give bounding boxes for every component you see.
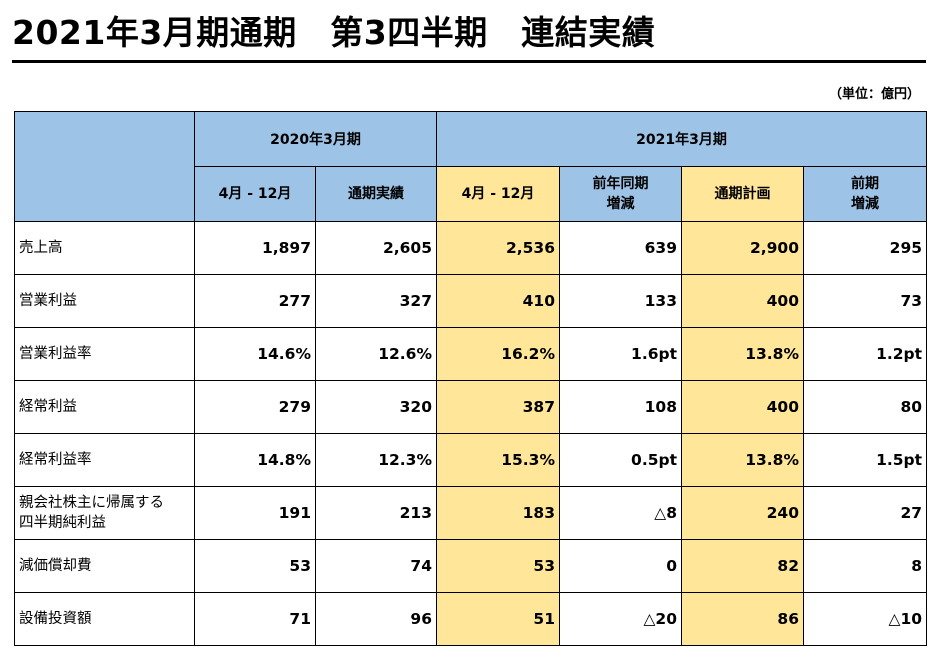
group-header-2021: 2021年3月期: [435, 111, 928, 167]
title-underline: [12, 60, 926, 63]
value-cell: 327: [315, 274, 437, 328]
value-cell: 13.8%: [681, 433, 804, 487]
unit-note: （単位：億円）: [828, 87, 920, 102]
col-header: 通期実績: [315, 166, 437, 222]
value-cell: 53: [194, 539, 316, 593]
value-cell: 183: [436, 486, 560, 540]
value-cell: 1.2pt: [802, 327, 928, 381]
results-table: 2020年3月期 2021年3月期 4月 - 12月 通期実績 4月 - 12月…: [14, 111, 928, 646]
value-cell: 1,897: [194, 221, 316, 275]
value-cell: 74: [315, 539, 437, 593]
value-cell: 14.6%: [194, 327, 316, 381]
row-label: 営業利益率: [14, 327, 195, 381]
value-cell: 0: [559, 539, 682, 593]
value-cell: 14.8%: [194, 433, 316, 487]
row-label: 経常利益: [14, 380, 195, 434]
page-title: 2021年3月期通期 第3四半期 連結実績: [12, 13, 656, 52]
value-cell: 12.3%: [315, 433, 437, 487]
table-row: 経常利益 279 320 387 108 400 80: [14, 380, 928, 434]
value-cell: 277: [194, 274, 316, 328]
row-label: 減価償却費: [14, 539, 195, 593]
value-cell: 400: [681, 274, 804, 328]
value-cell: 2,605: [315, 221, 437, 275]
table-row: 親会社株主に帰属する 四半期純利益 191 213 183 △8 240 27: [14, 486, 928, 540]
value-cell: 27: [802, 486, 928, 540]
value-cell: 73: [802, 274, 928, 328]
value-cell: 80: [802, 380, 928, 434]
value-cell: 12.6%: [315, 327, 437, 381]
value-cell: 279: [194, 380, 316, 434]
value-cell: 51: [436, 592, 560, 646]
value-cell: △20: [559, 592, 682, 646]
col-header: 4月 - 12月: [194, 166, 316, 222]
value-cell: △10: [802, 592, 928, 646]
value-cell: 13.8%: [681, 327, 804, 381]
col-header: 前期 増減: [802, 166, 928, 222]
value-cell: 108: [559, 380, 682, 434]
value-cell: 16.2%: [436, 327, 560, 381]
col-header: 通期計画: [681, 166, 804, 222]
value-cell: 8: [802, 539, 928, 593]
row-label: 親会社株主に帰属する 四半期純利益: [14, 486, 195, 540]
table-body: 売上高 1,897 2,605 2,536 639 2,900 295 営業利益 277 327 4…: [14, 221, 928, 646]
value-cell: 320: [315, 380, 437, 434]
corner-header-cell: [14, 111, 195, 222]
table-row: 営業利益 277 327 410 133 400 73: [14, 274, 928, 328]
value-cell: 387: [436, 380, 560, 434]
value-cell: 240: [681, 486, 804, 540]
table-row: 設備投資額 71 96 51 △20 86 △10: [14, 592, 928, 646]
value-cell: 15.3%: [436, 433, 560, 487]
value-cell: 410: [436, 274, 560, 328]
value-cell: 82: [681, 539, 804, 593]
value-cell: 639: [559, 221, 682, 275]
col-header: 4月 - 12月: [436, 166, 560, 222]
value-cell: 86: [681, 592, 804, 646]
row-label: 営業利益: [14, 274, 195, 328]
value-cell: 133: [559, 274, 682, 328]
value-cell: 53: [436, 539, 560, 593]
value-cell: 2,536: [436, 221, 560, 275]
value-cell: 400: [681, 380, 804, 434]
table-row: 経常利益率 14.8% 12.3% 15.3% 0.5pt 13.8% 1.5pt: [14, 433, 928, 487]
value-cell: 1.5pt: [802, 433, 928, 487]
value-cell: △8: [559, 486, 682, 540]
value-cell: 191: [194, 486, 316, 540]
group-header-2020: 2020年3月期: [194, 111, 437, 167]
value-cell: 2,900: [681, 221, 804, 275]
row-label: 経常利益率: [14, 433, 195, 487]
value-cell: 96: [315, 592, 437, 646]
col-header: 前年同期 増減: [559, 166, 682, 222]
table-row: 営業利益率 14.6% 12.6% 16.2% 1.6pt 13.8% 1.2pt: [14, 327, 928, 381]
value-cell: 0.5pt: [559, 433, 682, 487]
value-cell: 295: [802, 221, 928, 275]
row-label: 売上高: [14, 221, 195, 275]
value-cell: 1.6pt: [559, 327, 682, 381]
table-row: 売上高 1,897 2,605 2,536 639 2,900 295: [14, 221, 928, 275]
table-row: 減価償却費 53 74 53 0 82 8: [14, 539, 928, 593]
value-cell: 213: [315, 486, 437, 540]
value-cell: 71: [194, 592, 316, 646]
row-label: 設備投資額: [14, 592, 195, 646]
